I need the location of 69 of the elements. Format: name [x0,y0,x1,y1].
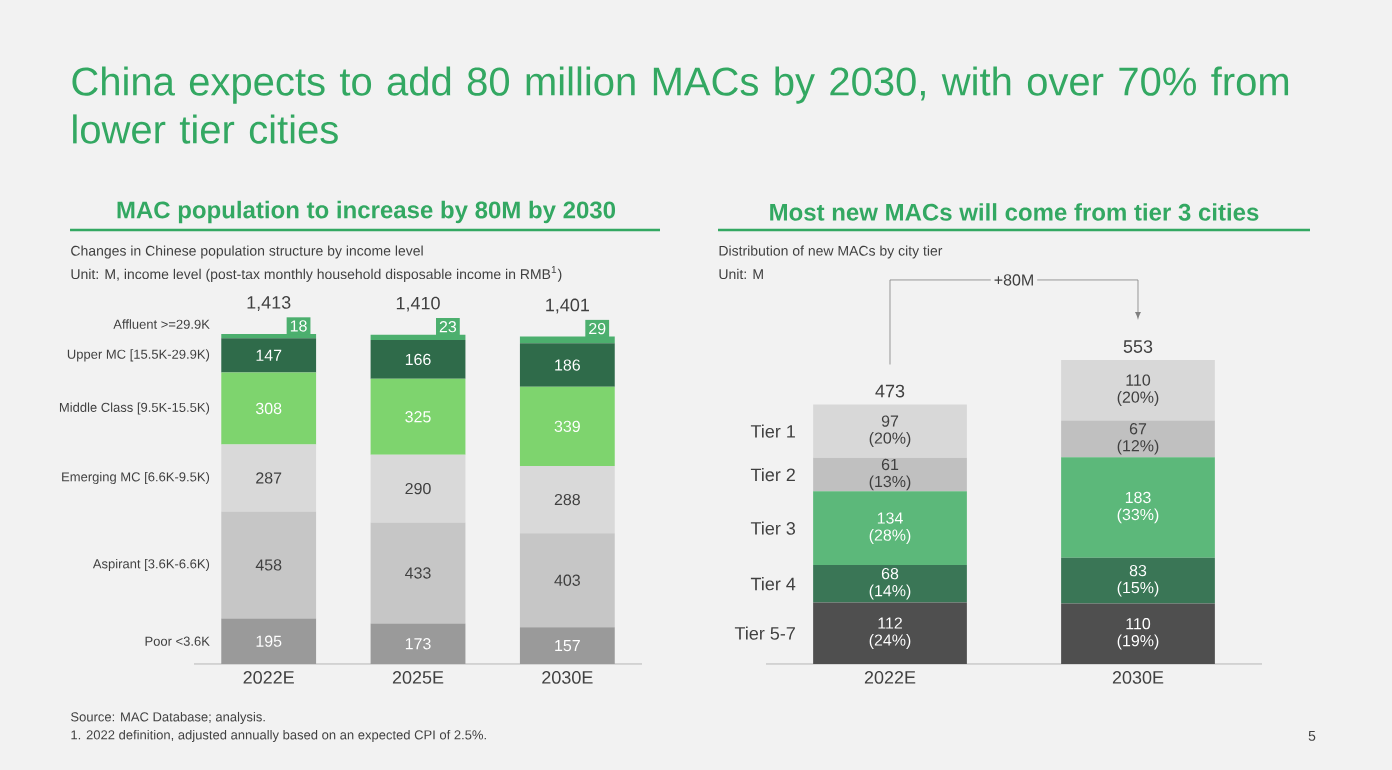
data-label: 287 [256,472,282,484]
data-label: 166 [405,353,431,366]
bar [1061,557,1215,604]
data-label: 61 (13%) [869,458,911,491]
total-label: 1,413 [247,296,291,311]
series-label: Tier 1 [750,424,795,438]
x-tick-label: 2022E [864,671,916,684]
bar [370,454,466,523]
data-label: 157 [555,640,580,652]
data-label: 110 (19%) [1117,618,1159,650]
data-label: 29 [589,322,606,335]
data-label: 403 [554,574,580,586]
data-label: 433 [405,567,431,579]
bar [1061,603,1215,664]
data-label: 97 (20%) [869,415,911,447]
data-label: 308 [255,402,282,415]
x-tick-label: 2030E [542,671,593,684]
x-tick-label: 2025E [392,671,444,684]
bar [221,444,317,512]
data-label: 147 [256,349,282,361]
total-label: 1,401 [546,298,589,314]
bar [370,378,466,455]
x-tick-label: 2030E [1112,671,1164,684]
series-label: Tier 2 [750,467,795,482]
series-label: Tier 4 [750,577,796,591]
bar [519,343,615,387]
series-label: Tier 5-7 [734,626,795,640]
bar [370,340,466,379]
text: China expects to add 80 million MACs by 2030, with over 70% from lower tier cities [72,66,1289,144]
bar [370,522,466,624]
data-label: 18 [290,320,307,332]
total-label: 473 [875,384,905,398]
total-label: 1,410 [396,296,440,312]
bar [221,511,317,619]
data-label: 23 [439,321,457,333]
bar [1061,457,1215,558]
bar [813,565,967,603]
data-label: 110 (20%) [1117,374,1159,406]
bar [1061,420,1215,458]
total-label: 553 [1123,340,1153,353]
bar [221,372,317,445]
text: +80M [994,274,1033,286]
bar [813,602,967,664]
bar [813,457,967,492]
bar [519,533,615,628]
series-label: Tier 3 [750,521,796,535]
bar [221,338,317,373]
data-label: 339 [554,420,580,433]
data-label: 186 [555,359,580,371]
bar [519,465,615,534]
data-label: 325 [405,411,431,423]
data-label: 290 [405,482,431,495]
data-label: 288 [554,493,580,506]
data-label: 195 [256,635,282,647]
data-label: 183 (33%) [1117,491,1159,524]
data-label: 67 (12%) [1117,423,1159,455]
data-label: 458 [255,559,282,571]
data-label: 134 (28%) [869,512,911,544]
chart-title: Most new MACs will come from tier 3 cities [770,203,1259,221]
bar [813,491,967,566]
data-label: 68 (14%) [869,567,911,600]
chart-title: MAC population to increase by 80M by 2030 [117,200,616,224]
data-label: 112 (24%) [869,617,911,649]
data-label: 83 (15%) [1117,564,1159,597]
bar [813,404,967,458]
bar [1061,359,1215,421]
x-tick-label: 2022E [243,671,294,684]
bar [519,386,615,466]
data-label: 173 [405,638,431,650]
